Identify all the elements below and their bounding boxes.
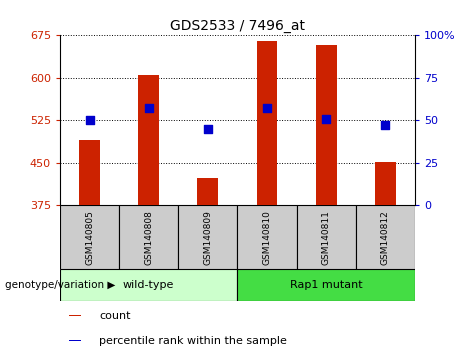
Bar [296, 205, 356, 269]
Text: GSM140809: GSM140809 [203, 210, 213, 265]
Text: percentile rank within the sample: percentile rank within the sample [99, 336, 287, 346]
Bar [257, 41, 278, 205]
Bar [69, 315, 81, 316]
Bar [79, 140, 100, 205]
Text: GSM140805: GSM140805 [85, 210, 94, 265]
Bar [237, 205, 296, 269]
Text: GSM140808: GSM140808 [144, 210, 153, 265]
Text: genotype/variation ▶: genotype/variation ▶ [5, 280, 115, 290]
Point [382, 122, 389, 128]
Text: GSM140810: GSM140810 [262, 210, 272, 265]
Text: GSM140812: GSM140812 [381, 210, 390, 264]
Bar [197, 178, 218, 205]
Bar [237, 269, 415, 301]
Text: wild-type: wild-type [123, 280, 174, 290]
Bar [69, 340, 81, 341]
Point [322, 116, 330, 121]
Bar [178, 205, 237, 269]
Text: count: count [99, 311, 130, 321]
Point [145, 105, 152, 111]
Text: Rap1 mutant: Rap1 mutant [290, 280, 362, 290]
Bar [316, 45, 337, 205]
Bar [60, 269, 237, 301]
Title: GDS2533 / 7496_at: GDS2533 / 7496_at [170, 19, 305, 33]
Point [86, 118, 93, 123]
Point [204, 126, 212, 132]
Bar [119, 205, 178, 269]
Bar [375, 162, 396, 205]
Bar [356, 205, 415, 269]
Text: GSM140811: GSM140811 [322, 210, 331, 265]
Bar [138, 75, 159, 205]
Bar [60, 205, 119, 269]
Point [263, 105, 271, 111]
